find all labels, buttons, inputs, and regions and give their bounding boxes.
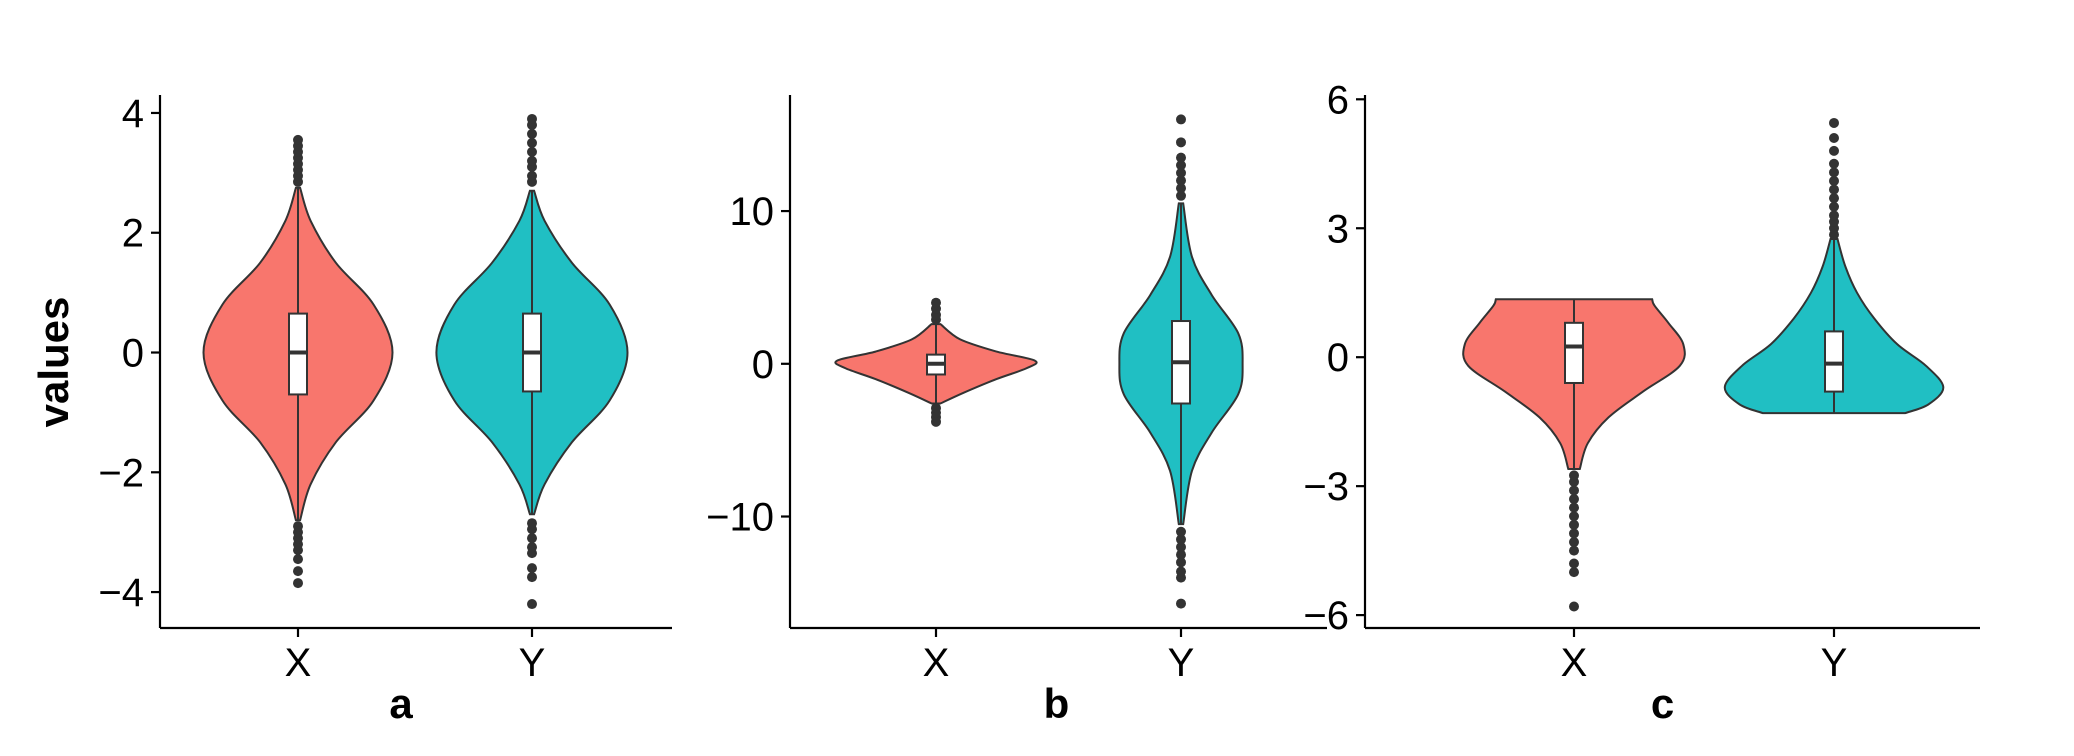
outlier-point bbox=[527, 542, 537, 553]
y-tick-label: −6 bbox=[1303, 594, 1349, 638]
outlier-point bbox=[1569, 567, 1579, 578]
outlier-point bbox=[527, 533, 537, 544]
y-tick-label: 0 bbox=[752, 343, 774, 387]
outlier-point bbox=[293, 134, 303, 145]
outlier-point bbox=[1176, 557, 1186, 568]
outlier-point bbox=[1829, 193, 1839, 204]
outlier-point bbox=[1829, 210, 1839, 221]
panel-c: −6 −3 0 3 6 X Yc bbox=[1303, 78, 1980, 727]
outlier-point bbox=[1176, 137, 1186, 148]
outlier-point bbox=[293, 521, 303, 532]
outlier-point bbox=[527, 113, 537, 124]
x-tick-label: X bbox=[923, 641, 950, 685]
outlier-point bbox=[931, 403, 941, 414]
outlier-point bbox=[527, 572, 537, 583]
outlier-point bbox=[1176, 542, 1186, 553]
outlier-point bbox=[1569, 537, 1579, 548]
outlier-point bbox=[1569, 470, 1579, 481]
y-tick-label: −3 bbox=[1303, 465, 1349, 509]
y-tick-label: 0 bbox=[122, 332, 144, 376]
outlier-point bbox=[527, 137, 537, 148]
outlier-point bbox=[1829, 167, 1839, 178]
box-iqr bbox=[1564, 321, 1584, 384]
x-axis-label: b bbox=[1044, 680, 1070, 727]
panel-a: −4 −2 0 2 4 X Ya bbox=[98, 92, 672, 727]
violin-X bbox=[1462, 298, 1686, 612]
outlier-point bbox=[527, 128, 537, 139]
outlier-point bbox=[527, 599, 537, 610]
outlier-point bbox=[1829, 175, 1839, 186]
outlier-point bbox=[1569, 494, 1579, 505]
outlier-point bbox=[1569, 545, 1579, 556]
outlier-point bbox=[1176, 566, 1186, 577]
violin-X bbox=[202, 134, 394, 589]
x-axis-label: c bbox=[1651, 680, 1674, 727]
outlier-point bbox=[1829, 145, 1839, 156]
violin-Y bbox=[435, 113, 629, 610]
outlier-point bbox=[1569, 485, 1579, 496]
outlier-point bbox=[1569, 528, 1579, 539]
outlier-point bbox=[1176, 190, 1186, 201]
outlier-point bbox=[527, 155, 537, 166]
outlier-point bbox=[527, 563, 537, 574]
y-tick-label: 6 bbox=[1327, 78, 1349, 122]
y-tick-label: 3 bbox=[1327, 207, 1349, 251]
outlier-point bbox=[527, 518, 537, 529]
outlier-point bbox=[293, 554, 303, 565]
outlier-point bbox=[1569, 519, 1579, 530]
x-tick-label: Y bbox=[519, 641, 546, 685]
outlier-point bbox=[1829, 201, 1839, 212]
outlier-point bbox=[1176, 152, 1186, 163]
x-tick-label: Y bbox=[1821, 641, 1848, 685]
outlier-point bbox=[1176, 175, 1186, 186]
x-tick-label: Y bbox=[1168, 641, 1195, 685]
outlier-point bbox=[1176, 598, 1186, 609]
outlier-point bbox=[1176, 549, 1186, 560]
x-tick-label: X bbox=[285, 641, 312, 685]
x-axis-label: a bbox=[389, 680, 413, 727]
y-tick-label: −2 bbox=[98, 451, 144, 495]
y-tick-label: 2 bbox=[122, 212, 144, 256]
outlier-point bbox=[1176, 160, 1186, 171]
outlier-point bbox=[1176, 534, 1186, 545]
y-tick-label: 4 bbox=[122, 92, 144, 136]
violin-X bbox=[834, 297, 1038, 427]
violin-Y bbox=[1118, 114, 1244, 609]
outlier-point bbox=[1569, 502, 1579, 513]
y-axis-label: values bbox=[30, 297, 77, 428]
outlier-point bbox=[1176, 183, 1186, 194]
box-iqr bbox=[1824, 330, 1844, 393]
x-tick-label: X bbox=[1561, 641, 1588, 685]
outlier-point bbox=[1176, 167, 1186, 178]
violin-Y bbox=[1723, 117, 1945, 415]
outlier-point bbox=[1829, 117, 1839, 128]
outlier-point bbox=[1829, 158, 1839, 169]
y-tick-label: −4 bbox=[98, 571, 144, 615]
panel-b: −10 0 10 X Yb bbox=[706, 95, 1327, 727]
outlier-point bbox=[293, 578, 303, 589]
outlier-point bbox=[1569, 558, 1579, 569]
outlier-point bbox=[931, 297, 941, 308]
outlier-point bbox=[1829, 132, 1839, 143]
outlier-point bbox=[1829, 184, 1839, 195]
outlier-point bbox=[293, 566, 303, 577]
outlier-point bbox=[1569, 511, 1579, 522]
y-tick-label: 0 bbox=[1327, 336, 1349, 380]
y-tick-label: 10 bbox=[730, 190, 775, 234]
outlier-point bbox=[527, 146, 537, 157]
outlier-point bbox=[1569, 601, 1579, 612]
outlier-point bbox=[1176, 114, 1186, 125]
outlier-point bbox=[1176, 526, 1186, 537]
y-tick-label: −10 bbox=[706, 496, 774, 540]
outlier-point bbox=[527, 170, 537, 181]
